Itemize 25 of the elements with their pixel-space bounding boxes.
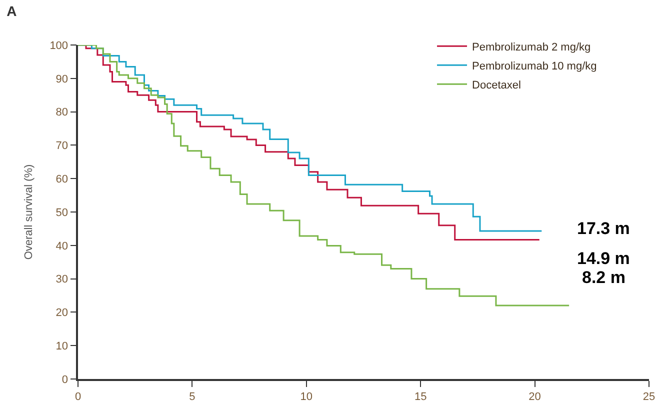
x-tick-label: 15 bbox=[414, 390, 427, 403]
y-tick-label: 70 bbox=[56, 140, 68, 152]
y-tick-label: 10 bbox=[56, 340, 68, 352]
y-tick-label: 50 bbox=[56, 206, 68, 219]
y-tick-label: 20 bbox=[56, 307, 68, 320]
x-tick-label: 5 bbox=[189, 390, 196, 403]
y-tick-label: 0 bbox=[62, 374, 68, 386]
y-tick-label: 40 bbox=[56, 240, 68, 252]
legend-label: Pembrolizumab 10 mg/kg bbox=[472, 60, 597, 72]
y-axis-title: Overall survival (%) bbox=[22, 164, 35, 260]
annotation: 17.3 m bbox=[577, 219, 630, 238]
x-tick-label: 0 bbox=[74, 390, 82, 403]
legend-label: Docetaxel bbox=[472, 79, 521, 92]
legend-label: Pembrolizumab 2 mg/kg bbox=[472, 41, 591, 54]
chart-title: A bbox=[6, 3, 17, 20]
y-tick-label: 100 bbox=[50, 40, 68, 52]
x-tick-label: 25 bbox=[642, 390, 656, 403]
y-tick-label: 80 bbox=[56, 106, 68, 119]
y-tick-label: 30 bbox=[56, 274, 68, 286]
annotation: 14.9 m bbox=[577, 249, 630, 268]
annotation: 8.2 m bbox=[582, 268, 626, 287]
y-tick-label: 90 bbox=[56, 73, 68, 86]
y-tick-label: 60 bbox=[56, 173, 68, 186]
x-tick-label: 10 bbox=[300, 390, 313, 403]
x-tick-label: 20 bbox=[528, 390, 541, 403]
